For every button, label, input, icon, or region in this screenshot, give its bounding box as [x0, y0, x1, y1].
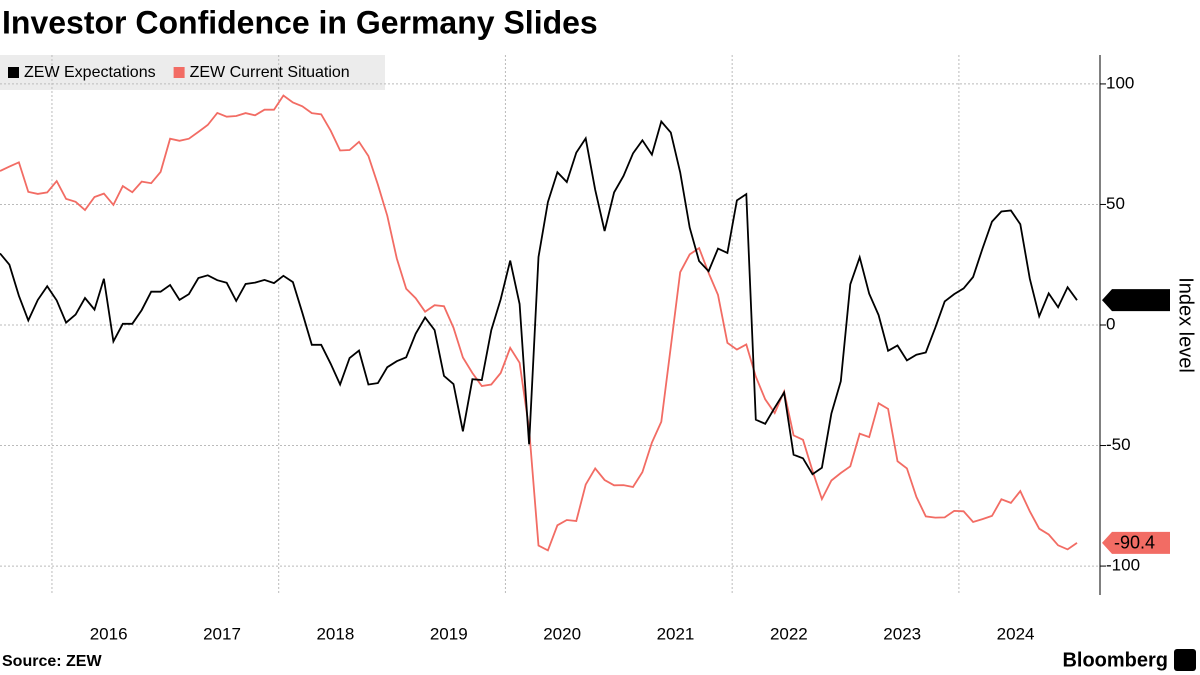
end-label: 10.3	[1114, 290, 1149, 310]
end-tag	[1102, 531, 1170, 554]
x-tick-label: 2019	[430, 624, 468, 643]
x-tick-label: 2021	[657, 624, 695, 643]
brand-icon	[1174, 649, 1196, 671]
y-axis-label: Index level	[1175, 277, 1197, 373]
series-line	[0, 119, 1078, 476]
y-tick-label: -100	[1106, 556, 1140, 575]
source: Source: ZEW	[2, 653, 102, 670]
y-tick-label: 50	[1106, 194, 1125, 213]
legend-swatch	[173, 67, 185, 78]
end-tag	[1102, 289, 1170, 312]
y-tick-label: -50	[1106, 435, 1131, 454]
brand: Bloomberg	[1062, 649, 1168, 671]
y-tick-label: 0	[1106, 314, 1115, 333]
x-tick-label: 2018	[316, 624, 354, 643]
x-tick-label: 2016	[90, 624, 128, 643]
legend-swatch	[8, 67, 19, 78]
legend-label: ZEW Current Situation	[190, 64, 350, 81]
x-tick-label: 2024	[997, 624, 1035, 643]
x-tick-label: 2020	[543, 624, 581, 643]
x-tick-label: 2017	[203, 624, 241, 643]
legend-label: ZEW Expectations	[24, 64, 156, 81]
chart-title: Investor Confidence in Germany Slides	[2, 4, 598, 40]
x-tick-label: 2023	[883, 624, 921, 643]
x-tick-label: 2022	[770, 624, 808, 643]
series-line	[0, 94, 1078, 552]
end-label: -90.4	[1114, 533, 1155, 553]
y-tick-label: 100	[1106, 73, 1134, 92]
